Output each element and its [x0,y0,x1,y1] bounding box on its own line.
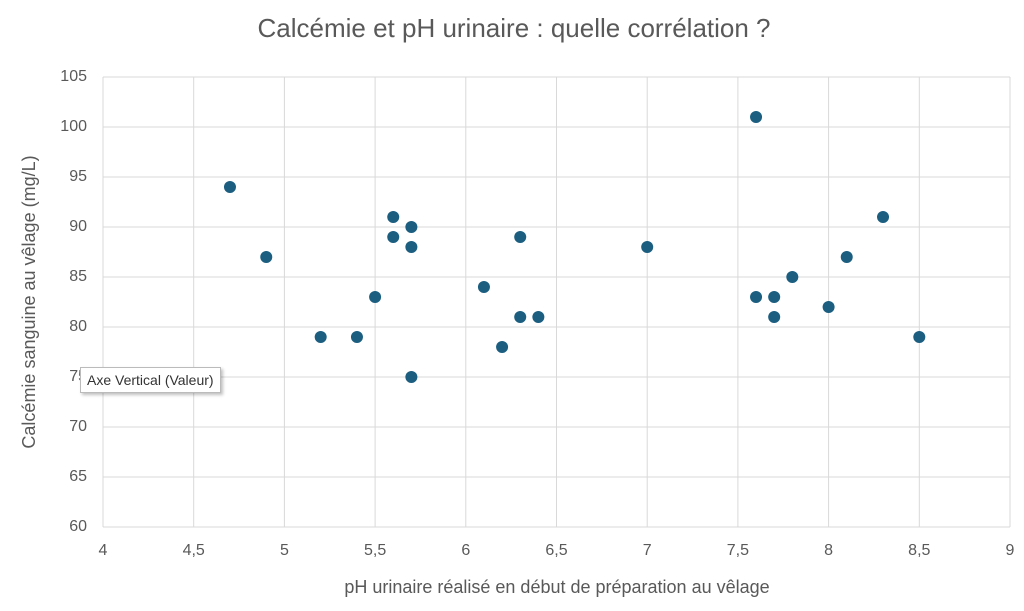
x-tick-label: 4,5 [183,542,205,559]
x-axis-label: pH urinaire réalisé en début de préparat… [344,577,769,597]
point [768,291,781,303]
point [477,281,490,293]
x-tick-label: 5 [280,542,289,559]
point [369,291,382,303]
y-tick-label: 70 [69,418,87,435]
x-tick-label: 8 [824,542,833,559]
tooltip: Axe Vertical (Valeur) [80,367,221,393]
point [223,181,236,193]
y-tick-label: 90 [69,218,87,235]
y-axis-label: Calcémie sanguine au vêlage (mg/L) [19,155,39,448]
point [514,311,527,323]
y-tick-label: 105 [60,68,87,85]
point [387,231,400,243]
point [260,251,273,263]
point [405,221,418,233]
point [641,241,654,253]
point [532,311,545,323]
x-tick-label: 5,5 [364,542,386,559]
point [768,311,781,323]
x-tick-label: 7,5 [727,542,749,559]
point [913,331,926,343]
x-tick-label: 9 [1006,542,1015,559]
point [514,231,527,243]
y-tick-label: 60 [69,518,87,535]
y-tick-label: 85 [69,268,87,285]
point [496,341,509,353]
x-tick-label: 7 [643,542,652,559]
x-tick-label: 4 [99,542,108,559]
chart-title: Calcémie et pH urinaire : quelle corréla… [257,13,770,43]
y-tick-label: 65 [69,468,87,485]
point [840,251,853,263]
point [822,301,835,313]
y-tick-label: 100 [60,118,87,135]
point [314,331,327,343]
point [786,271,799,283]
x-tick-label: 6 [461,542,470,559]
point [387,211,400,223]
point [750,291,763,303]
point [350,331,363,343]
y-tick-label: 95 [69,168,87,185]
x-tick-label: 8,5 [908,542,930,559]
point [750,111,763,123]
point [877,211,890,223]
x-tick-label: 6,5 [545,542,567,559]
point [405,371,418,383]
point [405,241,418,253]
y-tick-label: 80 [69,318,87,335]
